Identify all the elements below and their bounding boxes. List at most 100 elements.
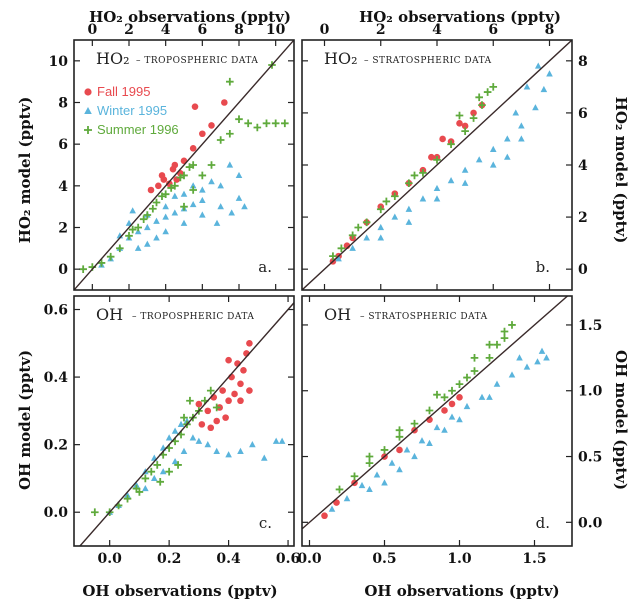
point-fall-1995 — [237, 397, 244, 405]
point-summer-1996 — [186, 396, 194, 405]
point-fall-1995 — [470, 109, 477, 117]
x-tick-label: 0.5 — [372, 551, 396, 567]
point-winter-1995 — [447, 177, 455, 184]
point-winter-1995 — [162, 213, 169, 220]
panel-frame — [73, 295, 295, 547]
point-winter-1995 — [180, 447, 188, 455]
point-winter-1995 — [237, 447, 244, 455]
top-xlabel-right: HO₂ observations (pptv) — [359, 8, 561, 26]
point-summer-1996 — [475, 93, 483, 102]
panel-subtitle: – STRATOSPHERIC DATA — [360, 312, 488, 322]
panel-b: 0 2 4 6 8 0 2 4 6 8 HO₂ – STRATOSPHERIC DATA b. — [301, 22, 588, 291]
x-tick-label: 0.2 — [157, 551, 181, 567]
point-winter-1995 — [426, 439, 433, 446]
point-summer-1996 — [478, 101, 486, 109]
point-fall-1995 — [441, 407, 448, 414]
point-summer-1996 — [139, 215, 148, 223]
point-winter-1995 — [144, 223, 151, 231]
point-winter-1995 — [489, 161, 497, 168]
point-summer-1996 — [167, 184, 175, 192]
point-summer-1996 — [354, 223, 363, 232]
point-winter-1995 — [518, 135, 525, 142]
point-winter-1995 — [150, 474, 158, 482]
point-summer-1996 — [271, 119, 280, 128]
point-winter-1995 — [162, 228, 169, 235]
point-fall-1995 — [198, 421, 206, 428]
y-tick-label: 0.5 — [578, 450, 602, 466]
y-tick-label: 0.6 — [44, 303, 68, 319]
point-winter-1995 — [448, 413, 456, 420]
point-winter-1995 — [358, 481, 366, 489]
point-winter-1995 — [162, 203, 169, 210]
point-fall-1995 — [199, 130, 206, 138]
point-summer-1996 — [153, 461, 162, 469]
point-winter-1995 — [433, 195, 441, 202]
point-fall-1995 — [240, 367, 247, 374]
point-summer-1996 — [469, 114, 478, 122]
panel-title: OH — [96, 305, 123, 324]
point-fall-1995 — [246, 387, 253, 394]
point-fall-1995 — [195, 400, 203, 408]
point-fall-1995 — [225, 356, 232, 364]
plot-area — [302, 40, 572, 290]
point-winter-1995 — [180, 219, 188, 226]
point-winter-1995 — [377, 223, 385, 231]
x-tick-label: 0 — [87, 22, 97, 38]
point-summer-1996 — [365, 459, 374, 467]
point-summer-1996 — [123, 494, 132, 503]
point-winter-1995 — [199, 196, 206, 204]
point-summer-1996 — [216, 136, 225, 144]
point-summer-1996 — [253, 123, 262, 132]
y-tick-label: 4 — [58, 179, 68, 195]
panel-letter: d. — [536, 514, 550, 532]
one-to-one-line — [302, 40, 572, 290]
point-winter-1995 — [518, 122, 525, 129]
point-summer-1996 — [97, 259, 106, 267]
point-summer-1996 — [395, 432, 404, 441]
panel-title: OH — [324, 305, 351, 324]
point-summer-1996 — [350, 472, 359, 481]
legend-circle-marker — [84, 88, 92, 96]
point-winter-1995 — [159, 468, 167, 475]
point-summer-1996 — [337, 244, 346, 253]
point-fall-1995 — [221, 99, 228, 106]
point-winter-1995 — [144, 240, 151, 247]
point-fall-1995 — [225, 397, 232, 405]
point-summer-1996 — [281, 119, 289, 128]
point-fall-1995 — [189, 145, 197, 152]
point-summer-1996 — [116, 244, 124, 253]
point-summer-1996 — [143, 211, 152, 219]
point-fall-1995 — [158, 172, 166, 179]
point-fall-1995 — [237, 380, 244, 388]
point-summer-1996 — [395, 426, 404, 435]
point-winter-1995 — [493, 380, 501, 387]
x-tick-label: 2 — [124, 22, 134, 38]
point-winter-1995 — [260, 454, 268, 461]
x-tick-label: 4 — [161, 22, 171, 38]
point-winter-1995 — [241, 203, 248, 210]
point-winter-1995 — [540, 85, 548, 93]
x-tick-label: 4 — [432, 22, 442, 38]
point-summer-1996 — [463, 373, 471, 382]
point-summer-1996 — [128, 225, 137, 234]
y-tick-label: 0.4 — [44, 370, 69, 386]
point-winter-1995 — [129, 207, 136, 214]
y-tick-label: 1.5 — [578, 318, 602, 334]
x-tick-label: 0 — [320, 22, 330, 38]
legend-label: Fall 1995 — [97, 84, 150, 99]
point-summer-1996 — [125, 232, 133, 240]
panel-c: 0.0 0.2 0.4 0.6 0.0 0.2 0.4 0.6 OH – TROPOSPHERIC… — [44, 295, 300, 567]
y-tick-label: 0 — [578, 262, 588, 278]
y-tick-label: 0.2 — [44, 438, 68, 454]
one-to-one-line — [79, 302, 294, 546]
point-winter-1995 — [363, 234, 370, 241]
point-fall-1995 — [448, 400, 456, 408]
point-summer-1996 — [433, 155, 441, 164]
point-summer-1996 — [440, 393, 449, 402]
point-winter-1995 — [489, 145, 497, 152]
point-summer-1996 — [198, 171, 207, 180]
point-summer-1996 — [106, 252, 115, 261]
point-summer-1996 — [485, 354, 494, 362]
point-winter-1995 — [335, 255, 342, 262]
point-summer-1996 — [489, 83, 498, 91]
